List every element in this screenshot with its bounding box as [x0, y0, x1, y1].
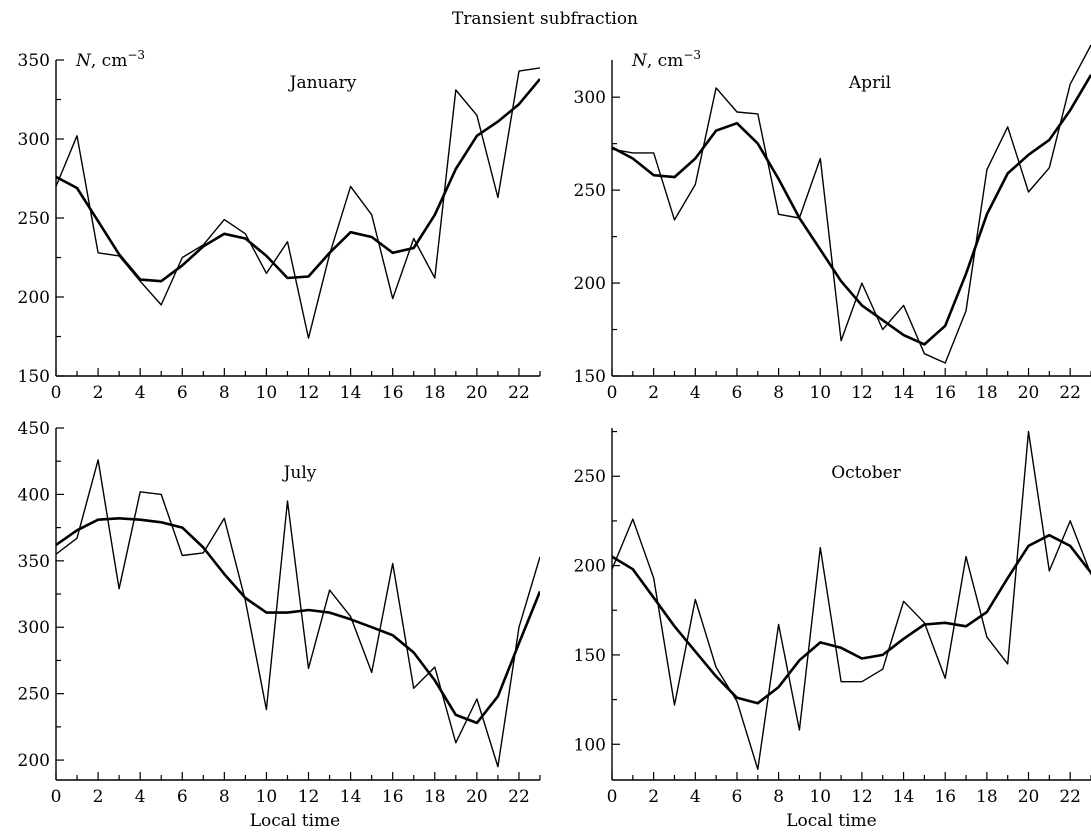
smoothed-series-line [56, 516, 540, 725]
x-tick-label: 22 [1059, 787, 1081, 807]
y-tick-label: 150 [574, 367, 606, 387]
x-tick-label: 22 [508, 383, 530, 403]
y-tick-label: 350 [18, 552, 50, 572]
x-tick-label: 12 [851, 383, 873, 403]
y-tick-label: 150 [574, 646, 606, 666]
y-axis-label: N, cm−3 [75, 48, 145, 71]
x-tick-label: 8 [219, 383, 230, 403]
x-tick-label: 4 [690, 383, 701, 403]
y-tick-label: 150 [18, 367, 50, 387]
panel-title: October [831, 463, 901, 483]
x-tick-label: 14 [893, 787, 915, 807]
x-tick-label: 10 [256, 383, 278, 403]
x-tick-label: 16 [934, 787, 956, 807]
raw-series-line [612, 44, 1091, 364]
x-tick-label: 6 [732, 787, 743, 807]
x-tick-label: 12 [298, 787, 320, 807]
x-tick-label: 20 [466, 383, 488, 403]
y-tick-label: 400 [18, 485, 50, 505]
x-tick-label: 14 [340, 787, 362, 807]
y-axis-label: N, cm−3 [631, 48, 701, 71]
chart-january: 0 2 4 6 8 10 12 14 16 18 20 22 150 200 250 300 350 N, cm−… [18, 48, 541, 403]
y-tick-label: 200 [574, 274, 606, 294]
panel-title: July [282, 463, 317, 483]
panel-title: April [848, 73, 891, 93]
x-tick-label: 16 [382, 383, 404, 403]
y-tick-label: 300 [574, 88, 606, 108]
y-tick-label: 250 [18, 209, 50, 229]
x-tick-label: 2 [648, 383, 659, 403]
x-tick-label: 14 [340, 383, 362, 403]
x-tick-label: 20 [1018, 383, 1040, 403]
x-tick-label: 6 [732, 383, 743, 403]
x-tick-label: 0 [607, 383, 618, 403]
x-tick-label: 18 [424, 383, 446, 403]
x-tick-label: 10 [256, 787, 278, 807]
x-tick-label: 2 [93, 787, 104, 807]
x-tick-label: 8 [773, 787, 784, 807]
x-tick-label: 20 [1018, 787, 1040, 807]
y-tick-label: 200 [18, 751, 50, 771]
y-tick-label: 350 [18, 51, 50, 71]
y-tick-label: 200 [574, 557, 606, 577]
x-tick-label: 4 [690, 787, 701, 807]
y-tick-label: 250 [18, 685, 50, 705]
x-tick-label: 6 [177, 787, 188, 807]
chart-april: 0 2 4 6 8 10 12 14 16 18 20 22 150 200 250 300 N, cm−3 Ap… [574, 44, 1091, 403]
y-tick-label: 100 [574, 735, 606, 755]
x-tick-label: 22 [1059, 383, 1081, 403]
x-tick-label: 4 [135, 383, 146, 403]
x-axis-label: Local time [786, 811, 876, 831]
x-tick-label: 8 [219, 787, 230, 807]
x-tick-label: 2 [648, 787, 659, 807]
x-tick-label: 10 [809, 383, 831, 403]
x-tick-label: 18 [424, 787, 446, 807]
x-tick-label: 12 [851, 787, 873, 807]
chart-october: 0 2 4 6 8 10 12 14 16 18 20 22 100 150 200 250 October Lo… [574, 428, 1091, 831]
x-tick-label: 8 [773, 383, 784, 403]
panel-title: January [288, 73, 357, 93]
smoothed-series-line [612, 533, 1091, 705]
x-tick-label: 6 [177, 383, 188, 403]
smoothed-series-line [612, 74, 1091, 346]
x-axis-label: Local time [250, 811, 340, 831]
raw-series-line [56, 459, 540, 768]
x-tick-label: 20 [466, 787, 488, 807]
x-tick-label: 14 [893, 383, 915, 403]
x-tick-label: 10 [809, 787, 831, 807]
x-tick-label: 0 [51, 787, 62, 807]
x-tick-label: 18 [976, 787, 998, 807]
x-tick-label: 22 [508, 787, 530, 807]
x-tick-label: 12 [298, 383, 320, 403]
x-tick-label: 2 [93, 383, 104, 403]
raw-series-line [56, 67, 540, 339]
y-tick-label: 300 [18, 130, 50, 150]
x-tick-label: 16 [382, 787, 404, 807]
x-tick-label: 4 [135, 787, 146, 807]
y-tick-label: 200 [18, 288, 50, 308]
x-tick-label: 0 [607, 787, 618, 807]
x-tick-label: 18 [976, 383, 998, 403]
raw-series-line [612, 430, 1091, 770]
chart-july: 0 2 4 6 8 10 12 14 16 18 20 22 200 250 300 350 400 450 Jul… [18, 419, 541, 831]
smoothed-series-line [56, 78, 540, 283]
figure-title: Transient subfraction [452, 9, 638, 29]
y-tick-label: 300 [18, 618, 50, 638]
y-tick-label: 250 [574, 181, 606, 201]
x-tick-label: 0 [51, 383, 62, 403]
x-tick-label: 16 [934, 383, 956, 403]
y-tick-label: 450 [18, 419, 50, 439]
y-tick-label: 250 [574, 467, 606, 487]
